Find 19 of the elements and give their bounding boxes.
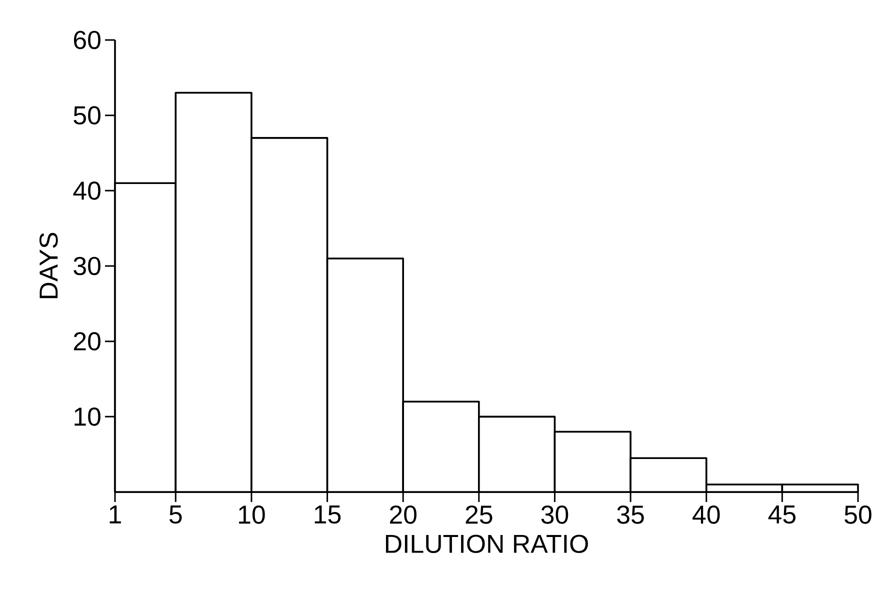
y-tick-label: 20 [74,332,100,350]
x-axis-title: DILUTION RATIO [386,534,588,554]
y-tick-label: 30 [74,256,100,276]
y-tick-label: 10 [74,407,100,426]
x-tick-label: 45 [768,506,796,524]
x-tick-label: 5 [169,506,182,524]
x-tick-label: 1 [110,506,121,524]
y-tick-label: 60 [74,30,100,50]
x-tick-label: 40 [692,506,720,524]
x-tick-label: 10 [239,506,265,524]
x-tick-label: 35 [617,506,644,524]
x-tick-label: 25 [466,506,492,524]
x-tick-label: 50 [844,506,872,524]
y-axis-title: DAYS [39,232,58,298]
y-tick-label: 40 [73,181,100,200]
x-tick-label: 30 [541,506,568,524]
y-tick-label: 50 [74,106,100,124]
x-tick-label: 15 [314,506,341,524]
x-tick-label: 20 [390,506,416,524]
